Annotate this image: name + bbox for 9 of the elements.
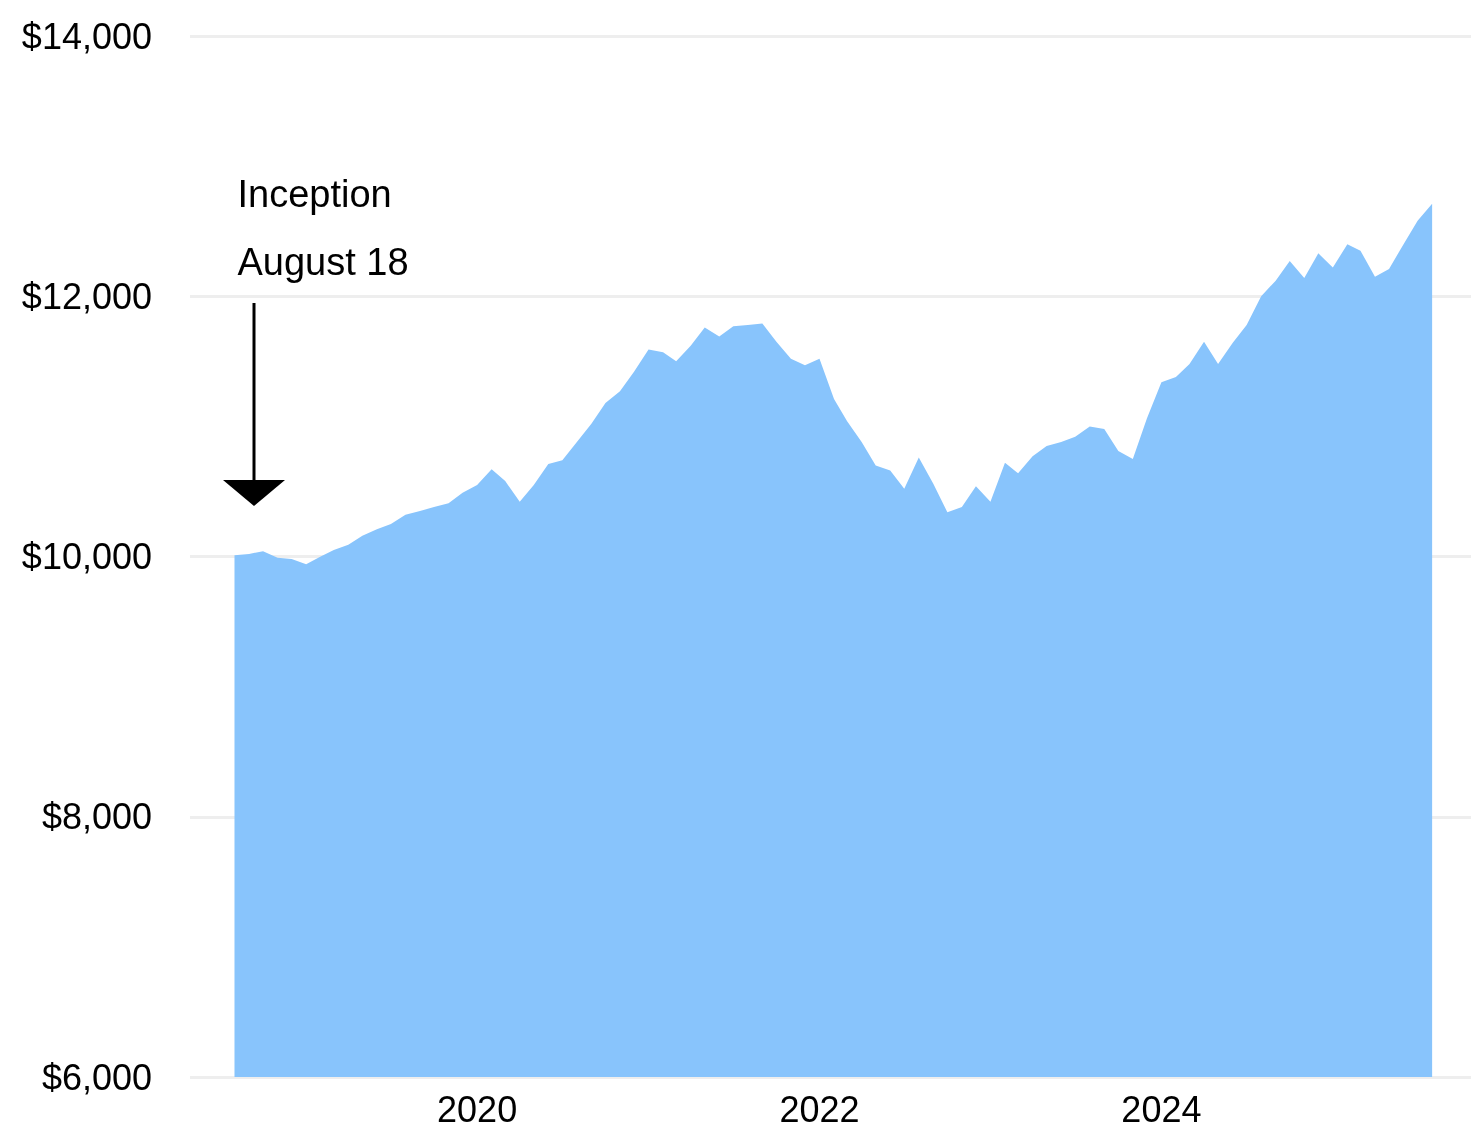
x-tick-label: 2022 (779, 1088, 860, 1130)
y-tick-label: $12,000 (21, 275, 152, 317)
y-tick-label: $6,000 (41, 1056, 152, 1098)
x-tick-label: 2020 (437, 1088, 518, 1130)
annotation: Inception August 18 (237, 173, 409, 284)
y-tick-label: $10,000 (21, 536, 152, 577)
y-tick-label: $8,000 (41, 796, 152, 838)
y-tick-label: $14,000 (21, 15, 152, 57)
x-tick-label: 2024 (1121, 1088, 1202, 1130)
